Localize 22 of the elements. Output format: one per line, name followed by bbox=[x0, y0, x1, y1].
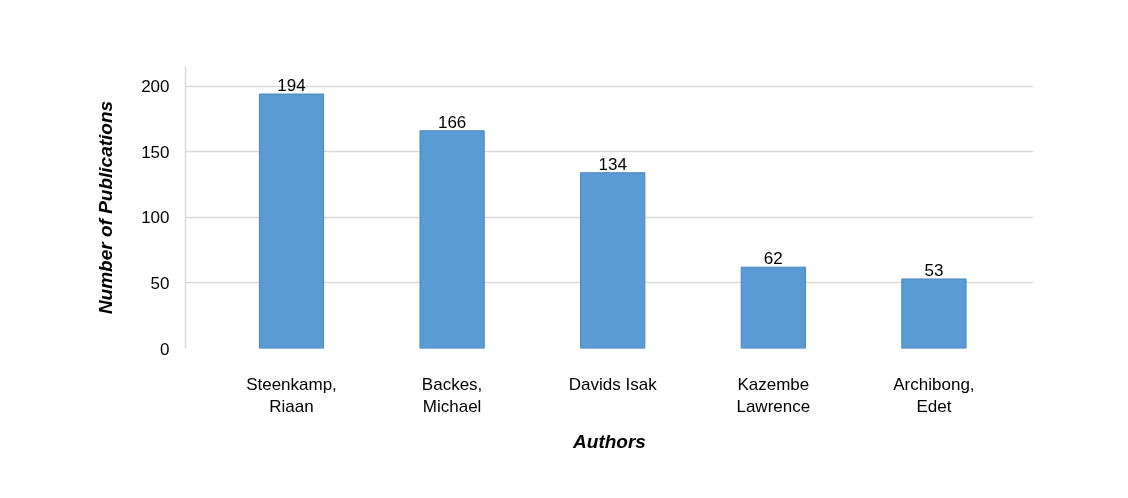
x-tick-label: Kazembe Lawrence bbox=[736, 374, 811, 417]
data-label: 166 bbox=[437, 112, 467, 132]
x-tick-label: Steenkamp, Riaan bbox=[246, 374, 337, 417]
bar bbox=[740, 266, 806, 349]
bar bbox=[258, 93, 325, 349]
data-label: 194 bbox=[277, 76, 306, 96]
x-axis-title: Authors bbox=[572, 431, 646, 453]
y-tick-label: 200 bbox=[141, 77, 170, 97]
x-tick-label: Davids Isak bbox=[568, 374, 658, 394]
bar bbox=[901, 278, 967, 349]
data-label: 53 bbox=[924, 260, 944, 280]
y-tick-label: 50 bbox=[150, 273, 170, 293]
x-tick-label: Archibong, Edet bbox=[893, 374, 975, 417]
data-label: 62 bbox=[763, 249, 783, 269]
bar bbox=[580, 172, 646, 349]
y-tick-label: 0 bbox=[160, 339, 170, 359]
bar bbox=[419, 130, 485, 349]
y-axis-title: Number of Publications bbox=[95, 100, 117, 315]
y-tick-label: 150 bbox=[141, 142, 170, 162]
data-label: 134 bbox=[598, 154, 627, 174]
x-tick-label: Backes, Michael bbox=[421, 374, 483, 417]
y-tick-label: 100 bbox=[141, 208, 170, 228]
